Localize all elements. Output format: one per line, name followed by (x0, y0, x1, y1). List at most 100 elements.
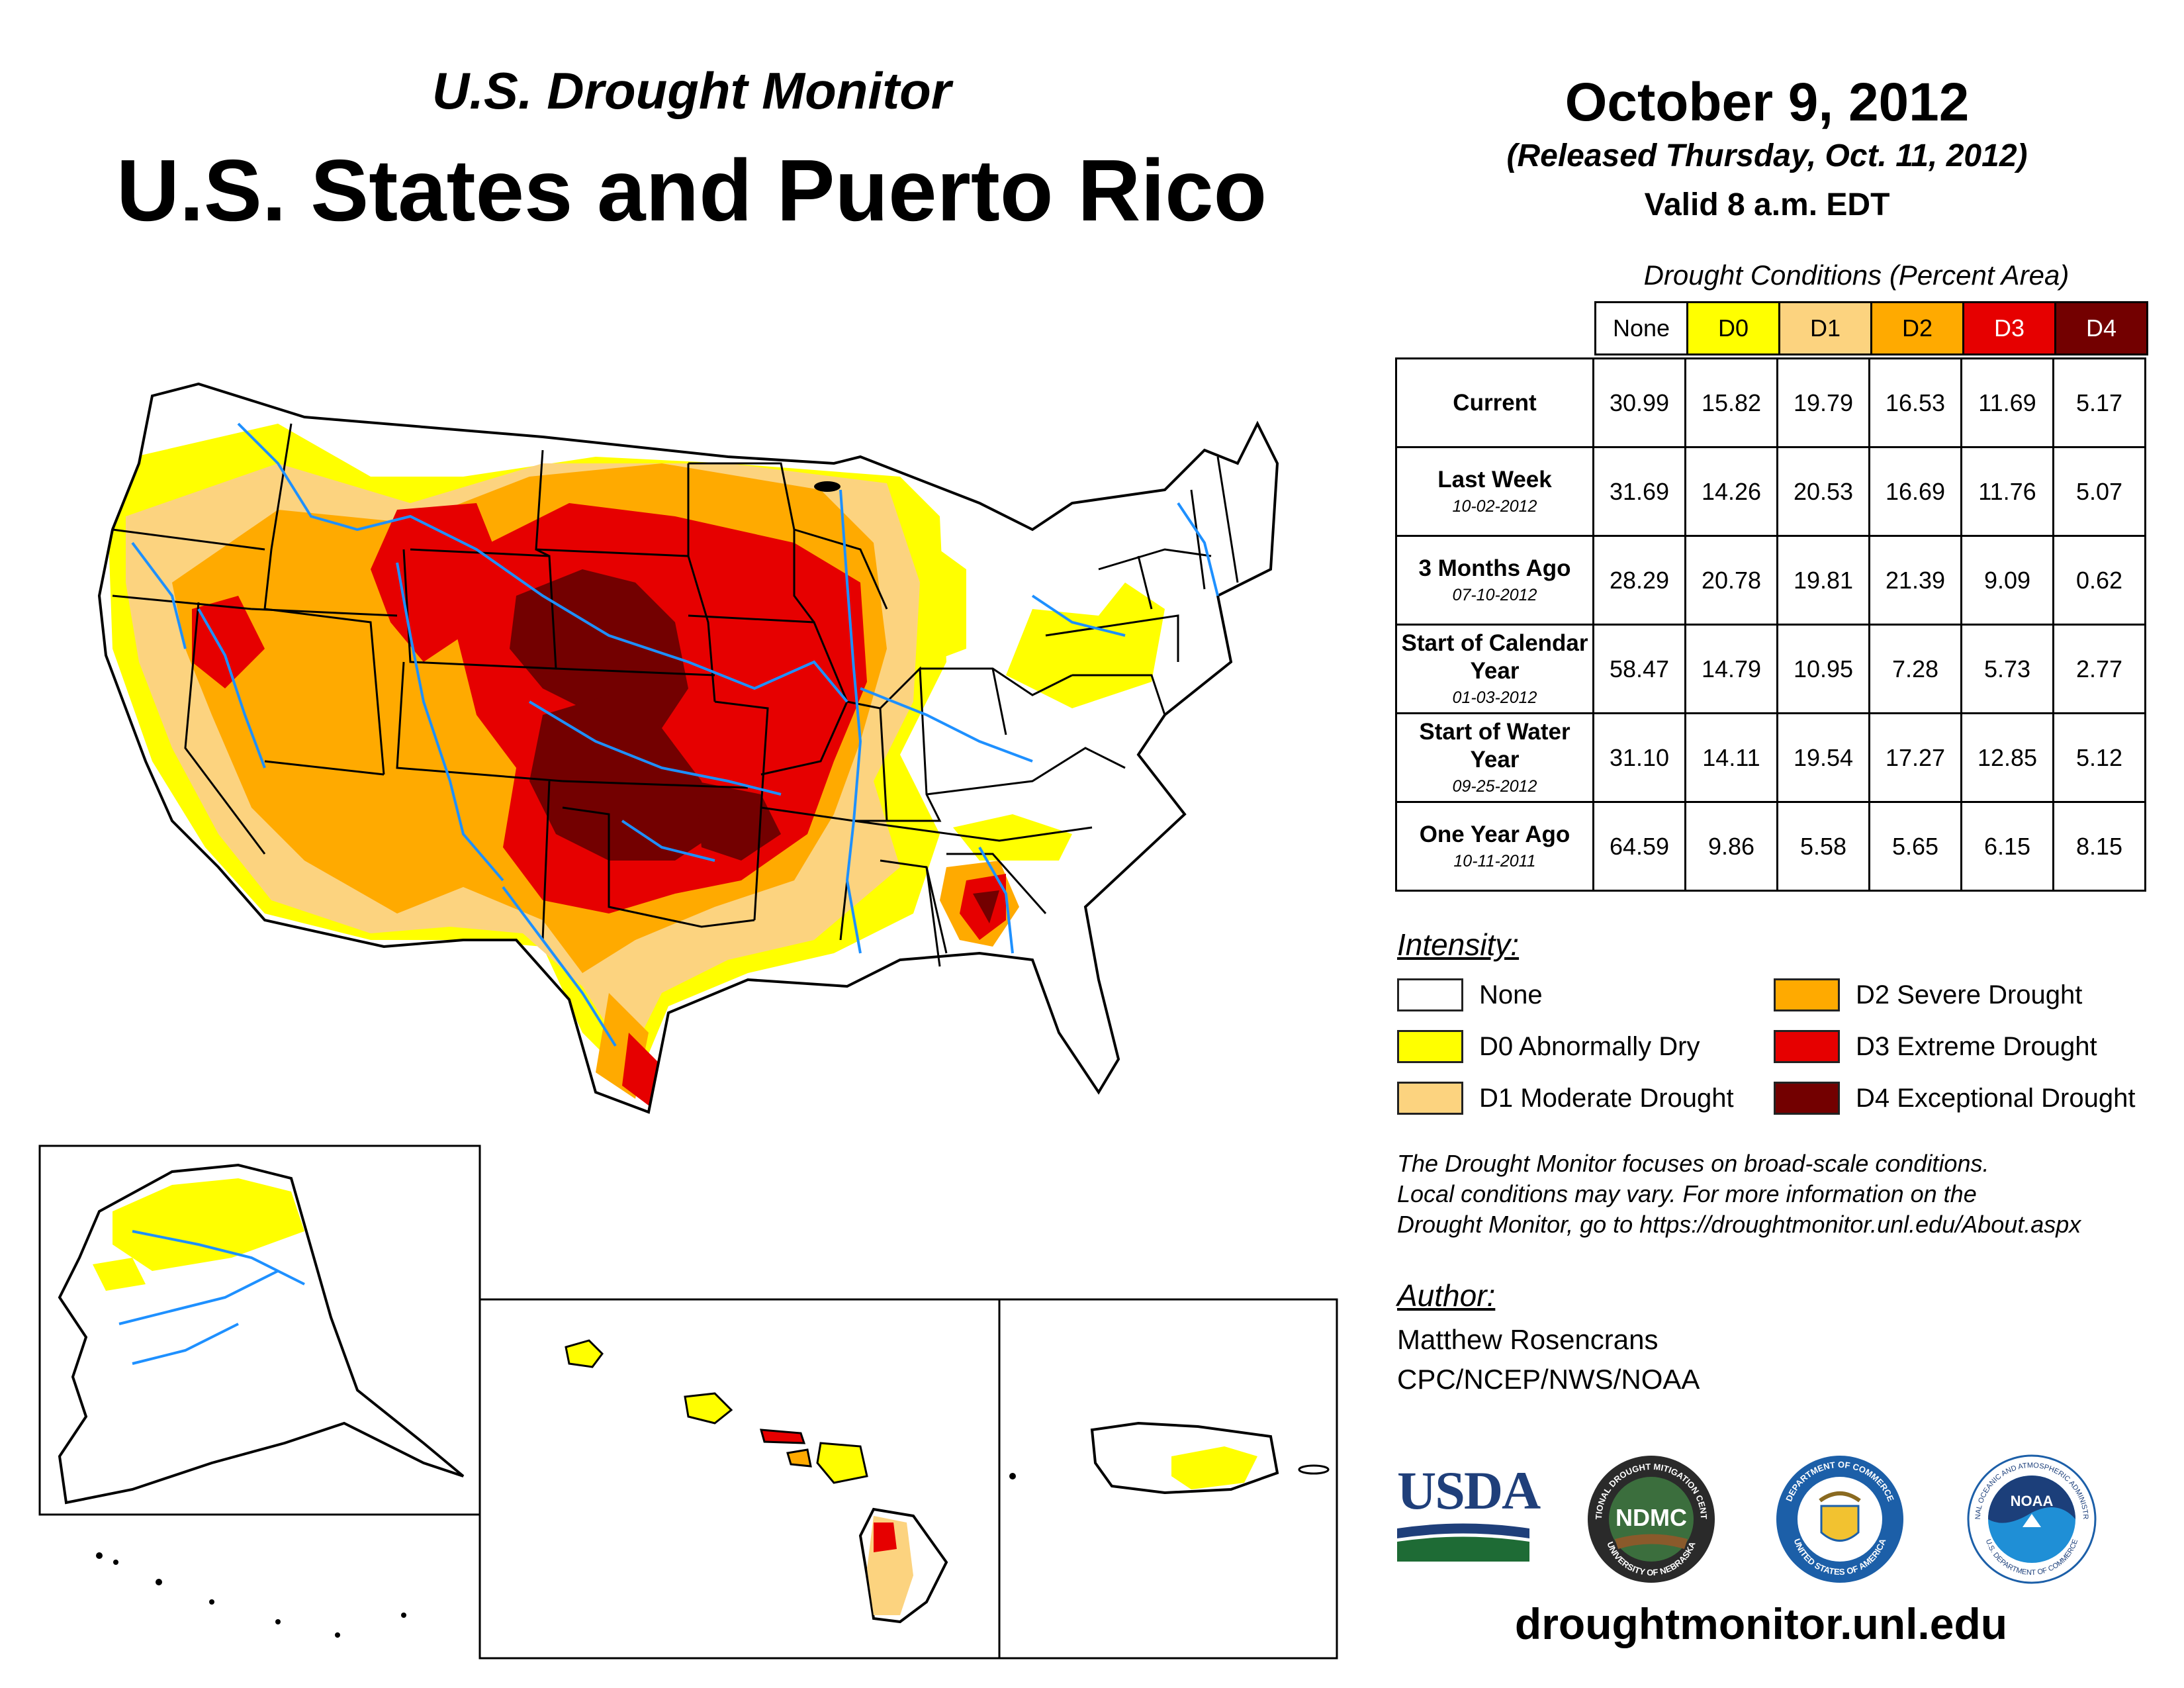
table-cell: 7.28 (1868, 624, 1962, 714)
table-row: Current 30.99 15.82 19.79 16.53 11.69 5.… (1395, 357, 2146, 448)
row-label-text: Start of Water Year (1419, 719, 1570, 773)
row-label-text: Start of Calendar Year (1401, 630, 1588, 684)
row-date: 10-11-2011 (1453, 852, 1536, 871)
website-link[interactable]: droughtmonitor.unl.edu (1514, 1599, 2008, 1648)
legend-item-d4: D4 Exceptional Drought (1774, 1078, 2135, 1118)
table-cell: 5.65 (1868, 801, 1962, 892)
legend-swatch (1397, 1030, 1463, 1063)
valid-time: Valid 8 a.m. EDT (1644, 187, 1890, 222)
table-row: Start of Calendar Year 01-03-2012 58.47 1… (1395, 624, 2146, 714)
legend-item-none: None (1397, 975, 1543, 1015)
noaa-logo-text: NOAA (2011, 1493, 2054, 1509)
map-title: U.S. States and Puerto Rico (116, 142, 1267, 239)
table-row: Last Week 10-02-2012 31.69 14.26 20.53 16… (1395, 446, 2146, 537)
legend-item-d3: D3 Extreme Drought (1774, 1027, 2097, 1066)
usda-logo-graphic (1397, 1523, 1529, 1562)
table-cell: 31.10 (1592, 712, 1686, 803)
legend-label: D3 Extreme Drought (1856, 1031, 2097, 1061)
table-cell: 20.78 (1684, 535, 1778, 626)
author-label: Author: (1397, 1278, 1496, 1313)
table-cell: 5.12 (2052, 712, 2146, 803)
legend-swatch (1774, 978, 1840, 1011)
row-label: Current (1395, 357, 1594, 448)
legend-label: D1 Moderate Drought (1479, 1083, 1734, 1113)
table-cell: 5.73 (1960, 624, 2054, 714)
table-cell: 6.15 (1960, 801, 2054, 892)
legend-label: D4 Exceptional Drought (1856, 1083, 2136, 1113)
table-cell: 0.62 (2052, 535, 2146, 626)
legend-swatch (1774, 1030, 1840, 1063)
table-row: 3 Months Ago 07-10-2012 28.29 20.78 19.81… (1395, 535, 2146, 626)
row-label: One Year Ago 10-11-2011 (1395, 801, 1594, 892)
table-caption: Drought Conditions (Percent Area) (1643, 259, 2070, 291)
table-cell: 10.95 (1776, 624, 1870, 714)
row-label-text: Current (1453, 389, 1537, 416)
legend-label: D0 Abnormally Dry (1479, 1031, 1700, 1061)
table-cell: 5.07 (2052, 446, 2146, 537)
row-label-text: 3 Months Ago (1418, 555, 1571, 582)
map-subtitle: U.S. Drought Monitor (432, 62, 952, 120)
row-date: 09-25-2012 (1452, 777, 1537, 796)
release-date: (Released Thursday, Oct. 11, 2012) (1506, 138, 2028, 173)
table-cell: 11.69 (1960, 357, 2054, 448)
row-label-text: One Year Ago (1419, 821, 1570, 848)
legend-swatch (1774, 1082, 1840, 1115)
row-label: 3 Months Ago 07-10-2012 (1395, 535, 1594, 626)
legend-swatch (1397, 978, 1463, 1011)
row-label: Last Week 10-02-2012 (1395, 446, 1594, 537)
conus-drought-areas (99, 384, 1277, 1112)
rivers (131, 422, 1219, 1047)
table-cell: 31.69 (1592, 446, 1686, 537)
row-label-text: Last Week (1437, 467, 1552, 493)
legend-item-d2: D2 Severe Drought (1774, 975, 2082, 1015)
table-cell: 2.77 (2052, 624, 2146, 714)
table-cell: 9.09 (1960, 535, 2054, 626)
row-date: 10-02-2012 (1452, 497, 1537, 516)
table-cell: 5.58 (1776, 801, 1870, 892)
legend-item-d1: D1 Moderate Drought (1397, 1078, 1734, 1118)
author-name: Matthew Rosencrans (1397, 1324, 1659, 1355)
alaska-inset (38, 1145, 481, 1638)
table-header: None D0 D1 D2 D3 D4 (1594, 301, 2148, 355)
row-label: Start of Calendar Year 01-03-2012 (1395, 624, 1594, 714)
table-cell: 14.79 (1684, 624, 1778, 714)
table-cell: 9.86 (1684, 801, 1778, 892)
table-cell: 14.26 (1684, 446, 1778, 537)
row-date: 01-03-2012 (1452, 688, 1537, 708)
table-cell: 16.69 (1868, 446, 1962, 537)
usda-logo-text: USDA (1397, 1460, 1541, 1521)
legend-title: Intensity: (1397, 927, 1520, 962)
disclaimer-note: The Drought Monitor focuses on broad-sca… (1397, 1149, 2081, 1240)
author-organization: CPC/NCEP/NWS/NOAA (1397, 1364, 1700, 1395)
commerce-logo: DEPARTMENT OF COMMERCE UNITED STATES OF … (1776, 1456, 1903, 1583)
table-cell: 11.76 (1960, 446, 2054, 537)
note-line: The Drought Monitor focuses on broad-sca… (1397, 1150, 1989, 1177)
col-header-d0: D0 (1686, 301, 1780, 355)
table-cell: 30.99 (1592, 357, 1686, 448)
table-cell: 19.79 (1776, 357, 1870, 448)
col-header-d3: D3 (1962, 301, 2056, 355)
table-row: One Year Ago 10-11-2011 64.59 9.86 5.58 5… (1395, 801, 2146, 892)
table-cell: 14.11 (1684, 712, 1778, 803)
note-line: Local conditions may vary. For more info… (1397, 1180, 1977, 1207)
table-cell: 19.81 (1776, 535, 1870, 626)
puerto-rico-inset (998, 1298, 1338, 1660)
usda-logo: USDA (1397, 1460, 1541, 1562)
legend-label: None (1479, 980, 1543, 1009)
ndmc-logo-text: NDMC (1615, 1504, 1687, 1531)
table-cell: 28.29 (1592, 535, 1686, 626)
note-line: Drought Monitor, go to https://droughtmo… (1397, 1211, 2081, 1238)
legend-item-d0: D0 Abnormally Dry (1397, 1027, 1700, 1066)
legend-label: D2 Severe Drought (1856, 980, 2083, 1009)
table-cell: 17.27 (1868, 712, 1962, 803)
col-header-none: None (1594, 301, 1688, 355)
noaa-logo: NATIONAL OCEANIC AND ATMOSPHERIC ADMINIS… (1966, 1453, 2097, 1584)
table-cell: 5.17 (2052, 357, 2146, 448)
conus-boundaries (97, 382, 1279, 1114)
map-date: October 9, 2012 (1565, 72, 1970, 132)
col-header-d1: D1 (1778, 301, 1872, 355)
table-cell: 20.53 (1776, 446, 1870, 537)
table-cell: 12.85 (1960, 712, 2054, 803)
row-label: Start of Water Year 09-25-2012 (1395, 712, 1594, 803)
